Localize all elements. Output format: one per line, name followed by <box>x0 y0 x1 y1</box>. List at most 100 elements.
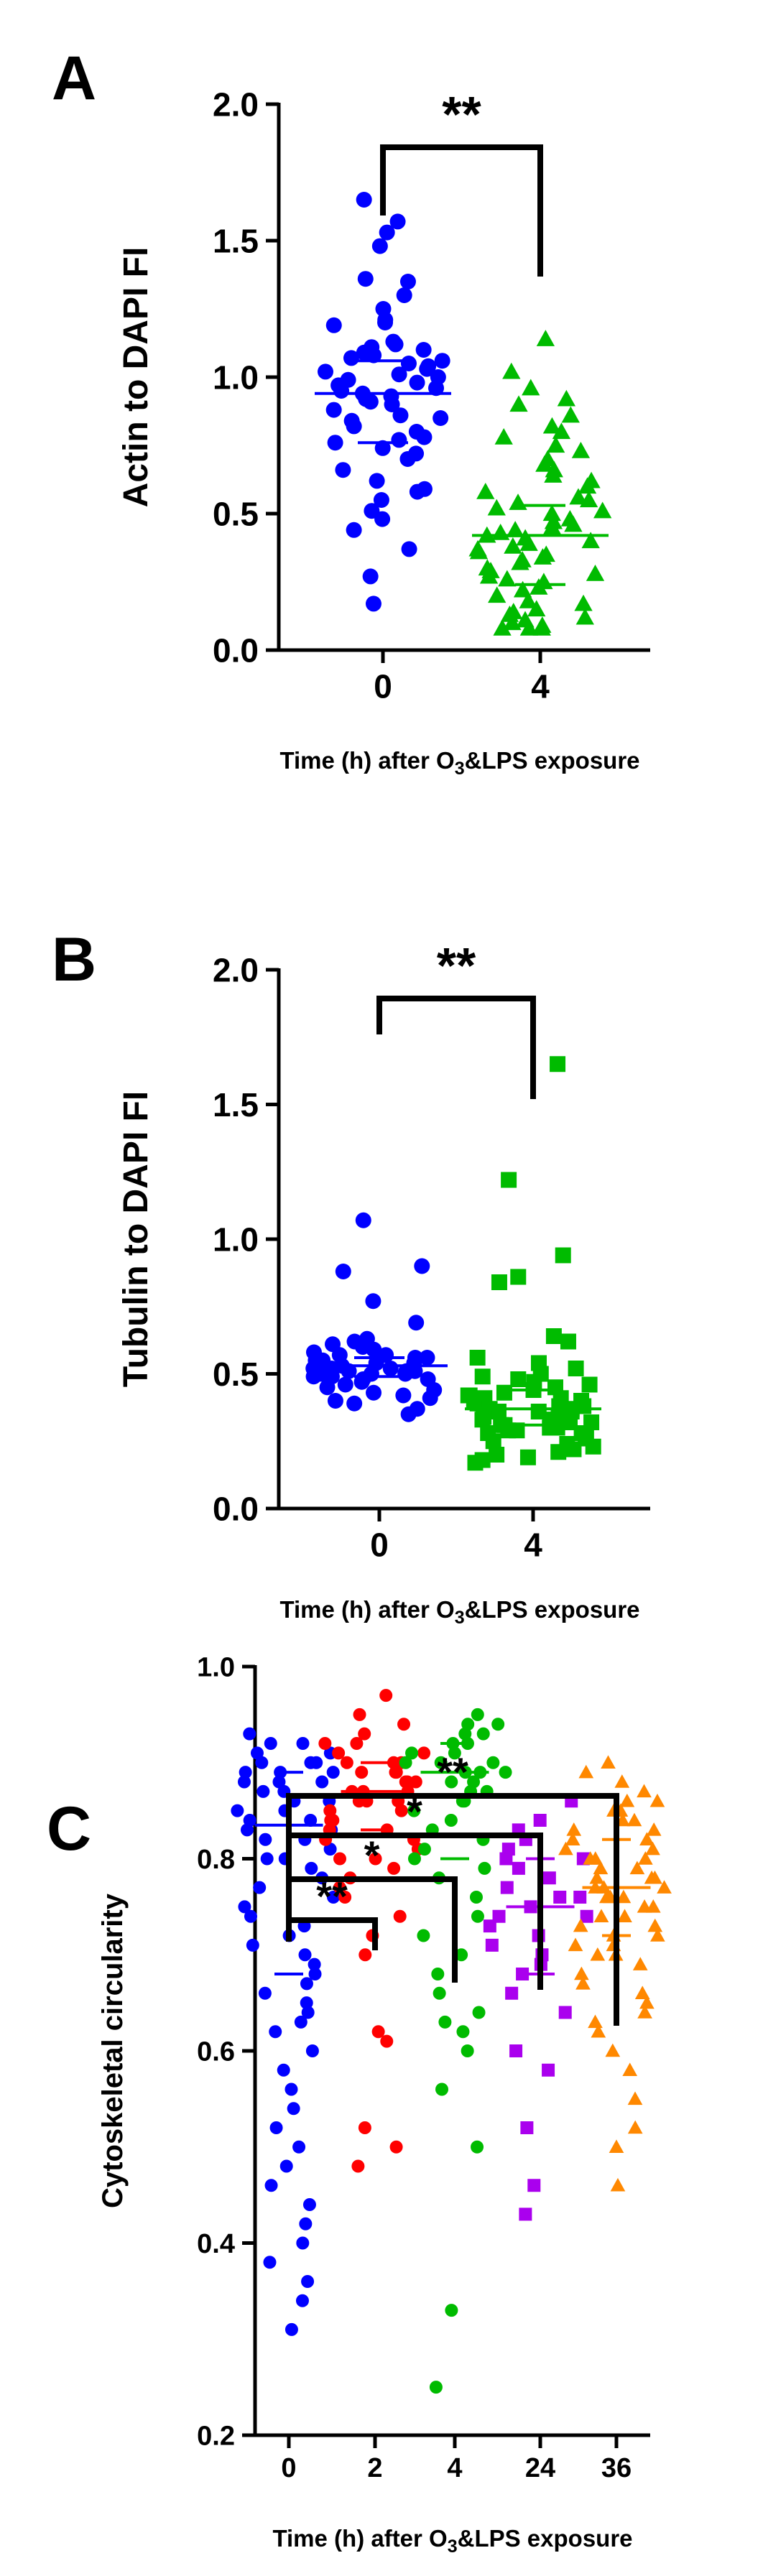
data-point <box>335 462 351 478</box>
data-point <box>469 542 489 560</box>
data-point <box>542 504 561 522</box>
series-4h <box>399 1708 512 2394</box>
x-tick-label: 0 <box>370 1526 389 1563</box>
y-tick-label: 2.0 <box>213 952 259 989</box>
x-tick-label: 2 <box>367 2453 382 2483</box>
data-point <box>455 1948 468 1962</box>
data-point <box>472 2006 486 2019</box>
data-point <box>499 1766 512 1779</box>
data-point <box>366 347 382 363</box>
data-point <box>519 618 539 636</box>
data-point <box>645 1841 660 1855</box>
data-point <box>369 1852 382 1866</box>
data-point <box>239 1766 252 1779</box>
data-point <box>399 451 416 467</box>
data-point <box>315 1775 329 1789</box>
data-point <box>496 1384 512 1401</box>
data-point <box>471 1909 484 1923</box>
data-point <box>542 417 562 434</box>
data-point <box>387 336 404 353</box>
data-point <box>382 1361 399 1376</box>
data-point <box>259 1833 272 1846</box>
data-point <box>393 1909 407 1923</box>
data-point <box>323 1843 337 1856</box>
data-point <box>461 2044 474 2057</box>
data-point <box>317 363 333 380</box>
data-point <box>305 1368 322 1385</box>
data-point <box>639 1832 655 1846</box>
data-point <box>503 613 522 631</box>
y-axis-label: Tubulin to DAPI FI <box>117 1091 155 1387</box>
data-point <box>553 1891 567 1904</box>
data-point <box>565 1832 581 1846</box>
data-point <box>351 2159 365 2173</box>
data-point <box>395 1387 412 1404</box>
y-tick-label: 0.5 <box>213 1356 259 1393</box>
x-axis-label: Time (h) after O3&LPS exposure <box>279 1596 639 1628</box>
data-point <box>657 1880 672 1894</box>
data-point <box>358 2121 371 2134</box>
data-point <box>532 618 551 636</box>
y-tick-label: 0.5 <box>213 496 259 533</box>
data-point <box>428 380 445 397</box>
data-point <box>593 1909 609 1923</box>
data-point <box>391 366 407 383</box>
data-point <box>510 1371 527 1387</box>
data-point <box>504 537 522 554</box>
data-point <box>614 1774 630 1788</box>
data-point <box>407 1852 421 1866</box>
data-point <box>408 1315 425 1331</box>
data-point <box>632 1957 648 1970</box>
data-point <box>516 1968 530 1980</box>
data-point <box>435 2082 449 2096</box>
data-point <box>374 511 391 527</box>
data-point <box>296 2236 310 2250</box>
data-point <box>391 432 407 448</box>
data-point <box>272 1775 286 1789</box>
data-point <box>332 1746 346 1760</box>
data-point <box>573 1891 587 1904</box>
data-point <box>299 2217 313 2230</box>
data-point <box>489 1447 505 1463</box>
y-tick-label: 1.0 <box>197 1653 235 1683</box>
data-point <box>575 1976 591 1990</box>
data-point <box>399 1775 412 1789</box>
data-point <box>566 1822 582 1836</box>
data-point <box>308 1968 322 1980</box>
data-point <box>588 2014 603 2029</box>
data-point <box>488 586 507 603</box>
data-point <box>294 2015 307 2029</box>
data-point <box>467 1455 484 1471</box>
x-axis-label: Time (h) after O3&LPS exposure <box>272 2525 632 2557</box>
x-tick-label: 0 <box>281 2453 296 2483</box>
data-point <box>561 1414 578 1430</box>
significance-label: ** <box>437 937 476 993</box>
data-point <box>542 518 562 535</box>
data-point <box>399 274 416 289</box>
data-point <box>374 440 391 456</box>
data-point <box>493 618 512 636</box>
data-point <box>485 1938 499 1952</box>
data-point <box>469 1891 483 1904</box>
data-point <box>346 522 362 538</box>
data-point <box>355 1766 369 1779</box>
data-point <box>510 1269 527 1285</box>
data-point <box>431 1968 445 1980</box>
data-point <box>409 1775 422 1789</box>
data-point <box>238 1900 251 1914</box>
y-tick-label: 0.0 <box>213 632 259 670</box>
panel-letter-a: A <box>52 44 96 113</box>
data-point <box>500 1881 514 1894</box>
data-point <box>285 2322 298 2336</box>
data-point <box>501 1172 517 1188</box>
data-point <box>568 1361 584 1376</box>
data-point <box>649 1793 665 1807</box>
data-point <box>429 2381 443 2394</box>
data-point <box>616 1889 632 1904</box>
data-point <box>502 362 521 379</box>
y-tick-label: 1.5 <box>213 1086 259 1123</box>
data-point <box>627 2091 643 2105</box>
data-point <box>237 1775 251 1789</box>
significance-label: * <box>407 1789 422 1834</box>
data-point <box>647 1870 662 1884</box>
